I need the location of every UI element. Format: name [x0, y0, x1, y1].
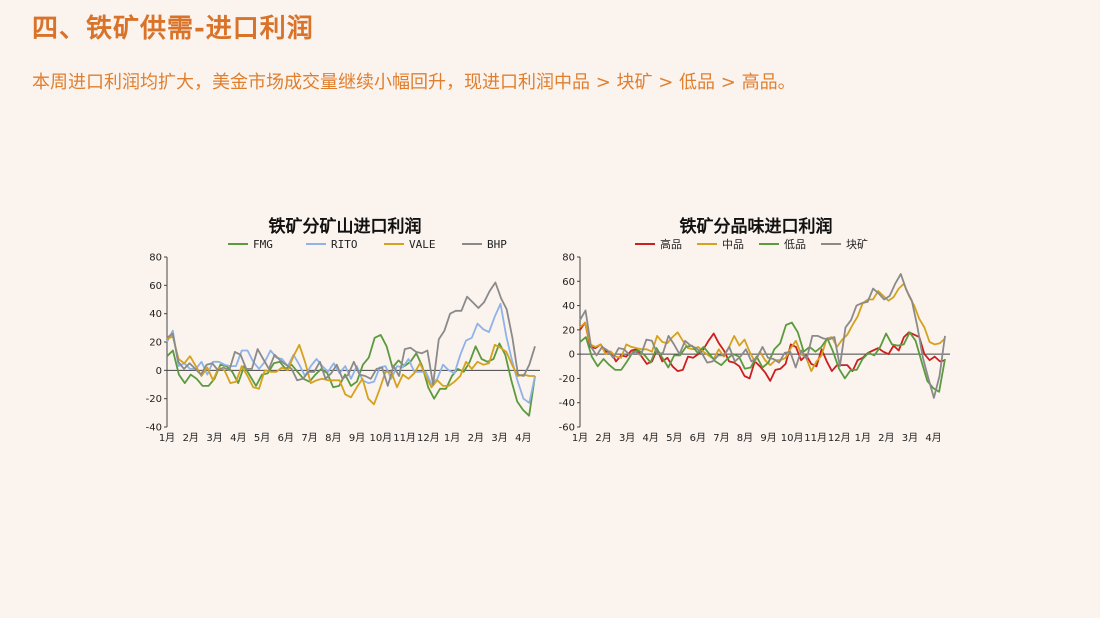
legend-item: VALE [384, 238, 436, 251]
x-tick-label: 3月 [491, 432, 507, 444]
x-tick-label: 2月 [878, 432, 894, 444]
legend-item: 高品 [635, 237, 682, 251]
legend-label: 中品 [722, 238, 744, 251]
y-tick-label: 60 [562, 277, 575, 288]
x-tick-label: 5月 [254, 432, 270, 444]
legend-label: RITO [331, 238, 358, 251]
x-tick-label: 2月 [595, 432, 611, 444]
y-tick-label: -60 [559, 423, 575, 434]
legend-label: BHP [487, 238, 507, 251]
x-tick-label: 1月 [444, 432, 460, 444]
series-line-FMG [166, 334, 536, 417]
x-tick-label: 5月 [666, 432, 682, 444]
y-tick-label: 60 [149, 281, 162, 292]
series-line-RITO [166, 302, 536, 404]
y-tick-label: -40 [146, 423, 162, 434]
legend-label: 块矿 [846, 238, 868, 251]
y-tick-label: -40 [559, 398, 575, 409]
y-tick-label: 0 [156, 366, 162, 377]
x-tick-label: 10月 [369, 432, 392, 444]
legend-item: 中品 [697, 238, 744, 251]
y-tick-label: 20 [149, 338, 162, 349]
x-tick-label: 12月 [417, 432, 440, 444]
series-line-BHP [166, 281, 536, 387]
x-tick-label: 11月 [393, 432, 416, 444]
x-tick-label: 12月 [828, 432, 851, 444]
y-tick-label: -20 [559, 374, 575, 385]
x-tick-label: 11月 [804, 432, 827, 444]
x-tick-label: 6月 [690, 432, 706, 444]
chart-title: 铁矿分品味进口利润 [680, 216, 833, 237]
x-tick-label: 1月 [855, 432, 871, 444]
chart-title: 铁矿分矿山进口利润 [269, 216, 422, 237]
x-tick-label: 3月 [902, 432, 918, 444]
legend-item: FMG [228, 238, 273, 251]
x-tick-label: 9月 [349, 432, 365, 444]
x-tick-label: 2月 [468, 432, 484, 444]
x-tick-label: 1月 [159, 432, 175, 444]
legend-label: FMG [253, 238, 273, 251]
legend-label: 高品 [660, 237, 682, 251]
y-tick-label: -20 [146, 394, 162, 405]
series-line-块矿 [579, 273, 946, 399]
y-tick-label: 0 [569, 350, 575, 361]
x-tick-label: 8月 [737, 432, 753, 444]
x-tick-label: 7月 [713, 432, 729, 444]
x-tick-label: 3月 [206, 432, 222, 444]
x-tick-label: 4月 [643, 432, 659, 444]
series-line-VALE [166, 335, 535, 406]
x-tick-label: 8月 [325, 432, 341, 444]
y-tick-label: 40 [149, 309, 162, 320]
legend-label: VALE [409, 238, 436, 251]
series-line-中品 [579, 282, 946, 373]
x-tick-label: 3月 [619, 432, 635, 444]
x-tick-label: 6月 [278, 432, 294, 444]
y-tick-label: 80 [562, 253, 575, 264]
x-tick-label: 1月 [572, 432, 588, 444]
legend-item: BHP [462, 238, 507, 251]
series-line-低品 [579, 321, 946, 393]
y-tick-label: 40 [562, 301, 575, 312]
x-tick-label: 10月 [781, 432, 804, 444]
legend-label: 低品 [784, 238, 806, 251]
page-subtitle: 本周进口利润均扩大，美金市场成交量继续小幅回升，现进口利润中品 > 块矿 > 低… [32, 72, 796, 93]
x-tick-label: 2月 [183, 432, 199, 444]
page-title: 四、铁矿供需-进口利润 [32, 14, 314, 44]
legend-item: 低品 [759, 238, 806, 251]
y-tick-label: 80 [149, 253, 162, 264]
x-tick-label: 4月 [515, 432, 531, 444]
x-tick-label: 7月 [301, 432, 317, 444]
x-tick-label: 9月 [760, 432, 776, 444]
x-tick-label: 4月 [230, 432, 246, 444]
y-tick-label: 20 [562, 325, 575, 336]
legend-item: RITO [306, 238, 358, 251]
x-tick-label: 4月 [925, 432, 941, 444]
legend-item: 块矿 [821, 238, 868, 251]
